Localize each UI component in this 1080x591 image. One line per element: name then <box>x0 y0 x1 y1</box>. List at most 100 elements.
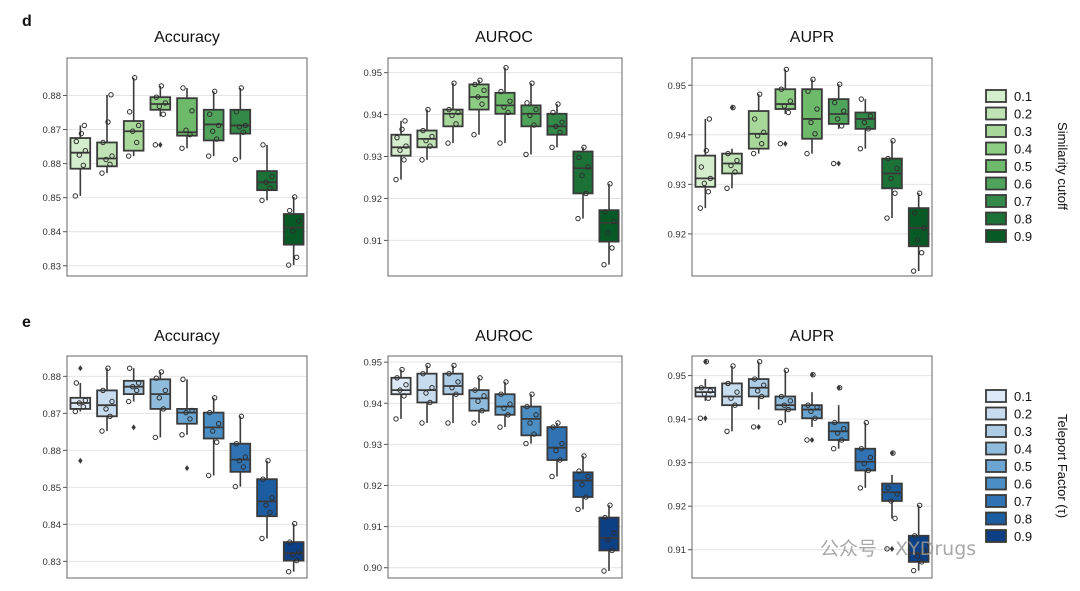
data-point <box>781 402 788 408</box>
box-0.7 <box>546 420 568 480</box>
data-point <box>728 162 734 169</box>
data-point <box>295 218 302 224</box>
data-point <box>698 164 705 170</box>
plot-frame <box>691 355 933 579</box>
chart-e-accuracy: Accuracy 0.83 0.84 0.85 0.88 0.87 0.88 <box>43 328 308 579</box>
data-point <box>555 101 561 107</box>
data-point <box>472 81 478 88</box>
data-point <box>259 197 265 204</box>
data-point <box>524 403 530 410</box>
box-0.5 <box>176 85 198 151</box>
y-tick-label: 0.93 <box>668 180 687 191</box>
data-point <box>429 133 435 140</box>
data-point <box>238 413 245 420</box>
data-point <box>557 129 563 135</box>
data-point <box>760 382 767 388</box>
data-point <box>242 122 249 129</box>
box-iqr <box>256 478 278 518</box>
y-tick-label: 0.92 <box>364 194 383 205</box>
data-point <box>701 180 708 187</box>
data-point <box>728 395 734 401</box>
data-point <box>707 175 714 182</box>
data-point <box>527 420 533 426</box>
data-point <box>135 380 142 386</box>
legend-swatch <box>985 529 1007 543</box>
data-point <box>808 119 814 126</box>
data-point <box>126 109 133 115</box>
data-point <box>420 370 426 377</box>
data-point <box>865 467 872 474</box>
data-point <box>601 568 607 574</box>
data-point <box>884 546 890 552</box>
data-point <box>585 164 591 170</box>
box-iqr <box>907 534 930 563</box>
row-label-e: e <box>22 314 31 331</box>
legend-label: 0.6 <box>1014 177 1032 192</box>
plot-frame <box>387 57 623 277</box>
box-0.4 <box>774 66 797 147</box>
legend-label: 0.4 <box>1014 442 1032 457</box>
data-point <box>527 112 533 119</box>
data-point <box>812 131 818 137</box>
data-point <box>838 437 845 443</box>
data-point <box>503 379 509 385</box>
data-point <box>153 94 160 100</box>
data-point <box>581 144 587 150</box>
y-tick-label: 0.92 <box>668 502 687 513</box>
data-point <box>129 384 136 390</box>
data-point <box>419 420 425 426</box>
legend-label: 0.5 <box>1014 459 1032 474</box>
data-point <box>814 404 820 410</box>
data-point <box>777 419 784 426</box>
legend-label: 0.3 <box>1014 424 1032 439</box>
data-point <box>804 150 810 157</box>
data-point <box>916 502 923 509</box>
data-point <box>910 268 917 274</box>
data-point <box>705 189 712 195</box>
data-point <box>394 134 400 141</box>
data-point <box>403 143 409 149</box>
data-point <box>888 175 894 182</box>
box-0.4 <box>149 369 172 441</box>
data-point <box>575 215 581 222</box>
box-iqr <box>494 393 516 416</box>
outlier-point <box>809 371 815 378</box>
box-0.5 <box>801 76 823 157</box>
data-point <box>397 387 403 393</box>
data-point <box>834 430 841 436</box>
data-point <box>445 140 451 146</box>
data-point <box>209 428 216 434</box>
legend-label: 0.5 <box>1014 159 1032 174</box>
data-point <box>787 98 794 104</box>
box-0.4 <box>468 77 490 138</box>
legend-swatch <box>985 124 1007 138</box>
legend-swatch <box>985 459 1007 473</box>
box-0.1 <box>390 118 412 183</box>
box-0.4 <box>468 375 490 426</box>
data-point <box>109 153 115 159</box>
outlier-point <box>131 424 136 431</box>
data-point <box>399 366 405 373</box>
data-point <box>549 144 555 150</box>
data-point <box>583 190 589 197</box>
data-point <box>162 100 169 106</box>
chart-d-aupr: AUPR 0.92 0.93 0.94 0.95 <box>668 29 933 277</box>
data-point <box>732 402 738 408</box>
data-point <box>291 520 298 527</box>
data-point <box>289 551 296 558</box>
box-iqr <box>801 88 823 140</box>
y-tick-label: 0.87 <box>43 125 62 136</box>
data-point <box>810 76 816 83</box>
data-point <box>523 440 529 447</box>
plot-frame <box>387 355 623 579</box>
box-0.4 <box>149 83 172 148</box>
box-iqr <box>598 209 620 243</box>
outlier-point <box>703 358 708 365</box>
box-0.5 <box>801 371 823 444</box>
y-tick-label: 0.92 <box>668 229 687 240</box>
legend-swatch <box>985 89 1007 103</box>
box-0.6 <box>202 88 225 159</box>
data-point <box>609 245 615 251</box>
data-point <box>609 547 615 554</box>
data-point <box>393 176 399 183</box>
